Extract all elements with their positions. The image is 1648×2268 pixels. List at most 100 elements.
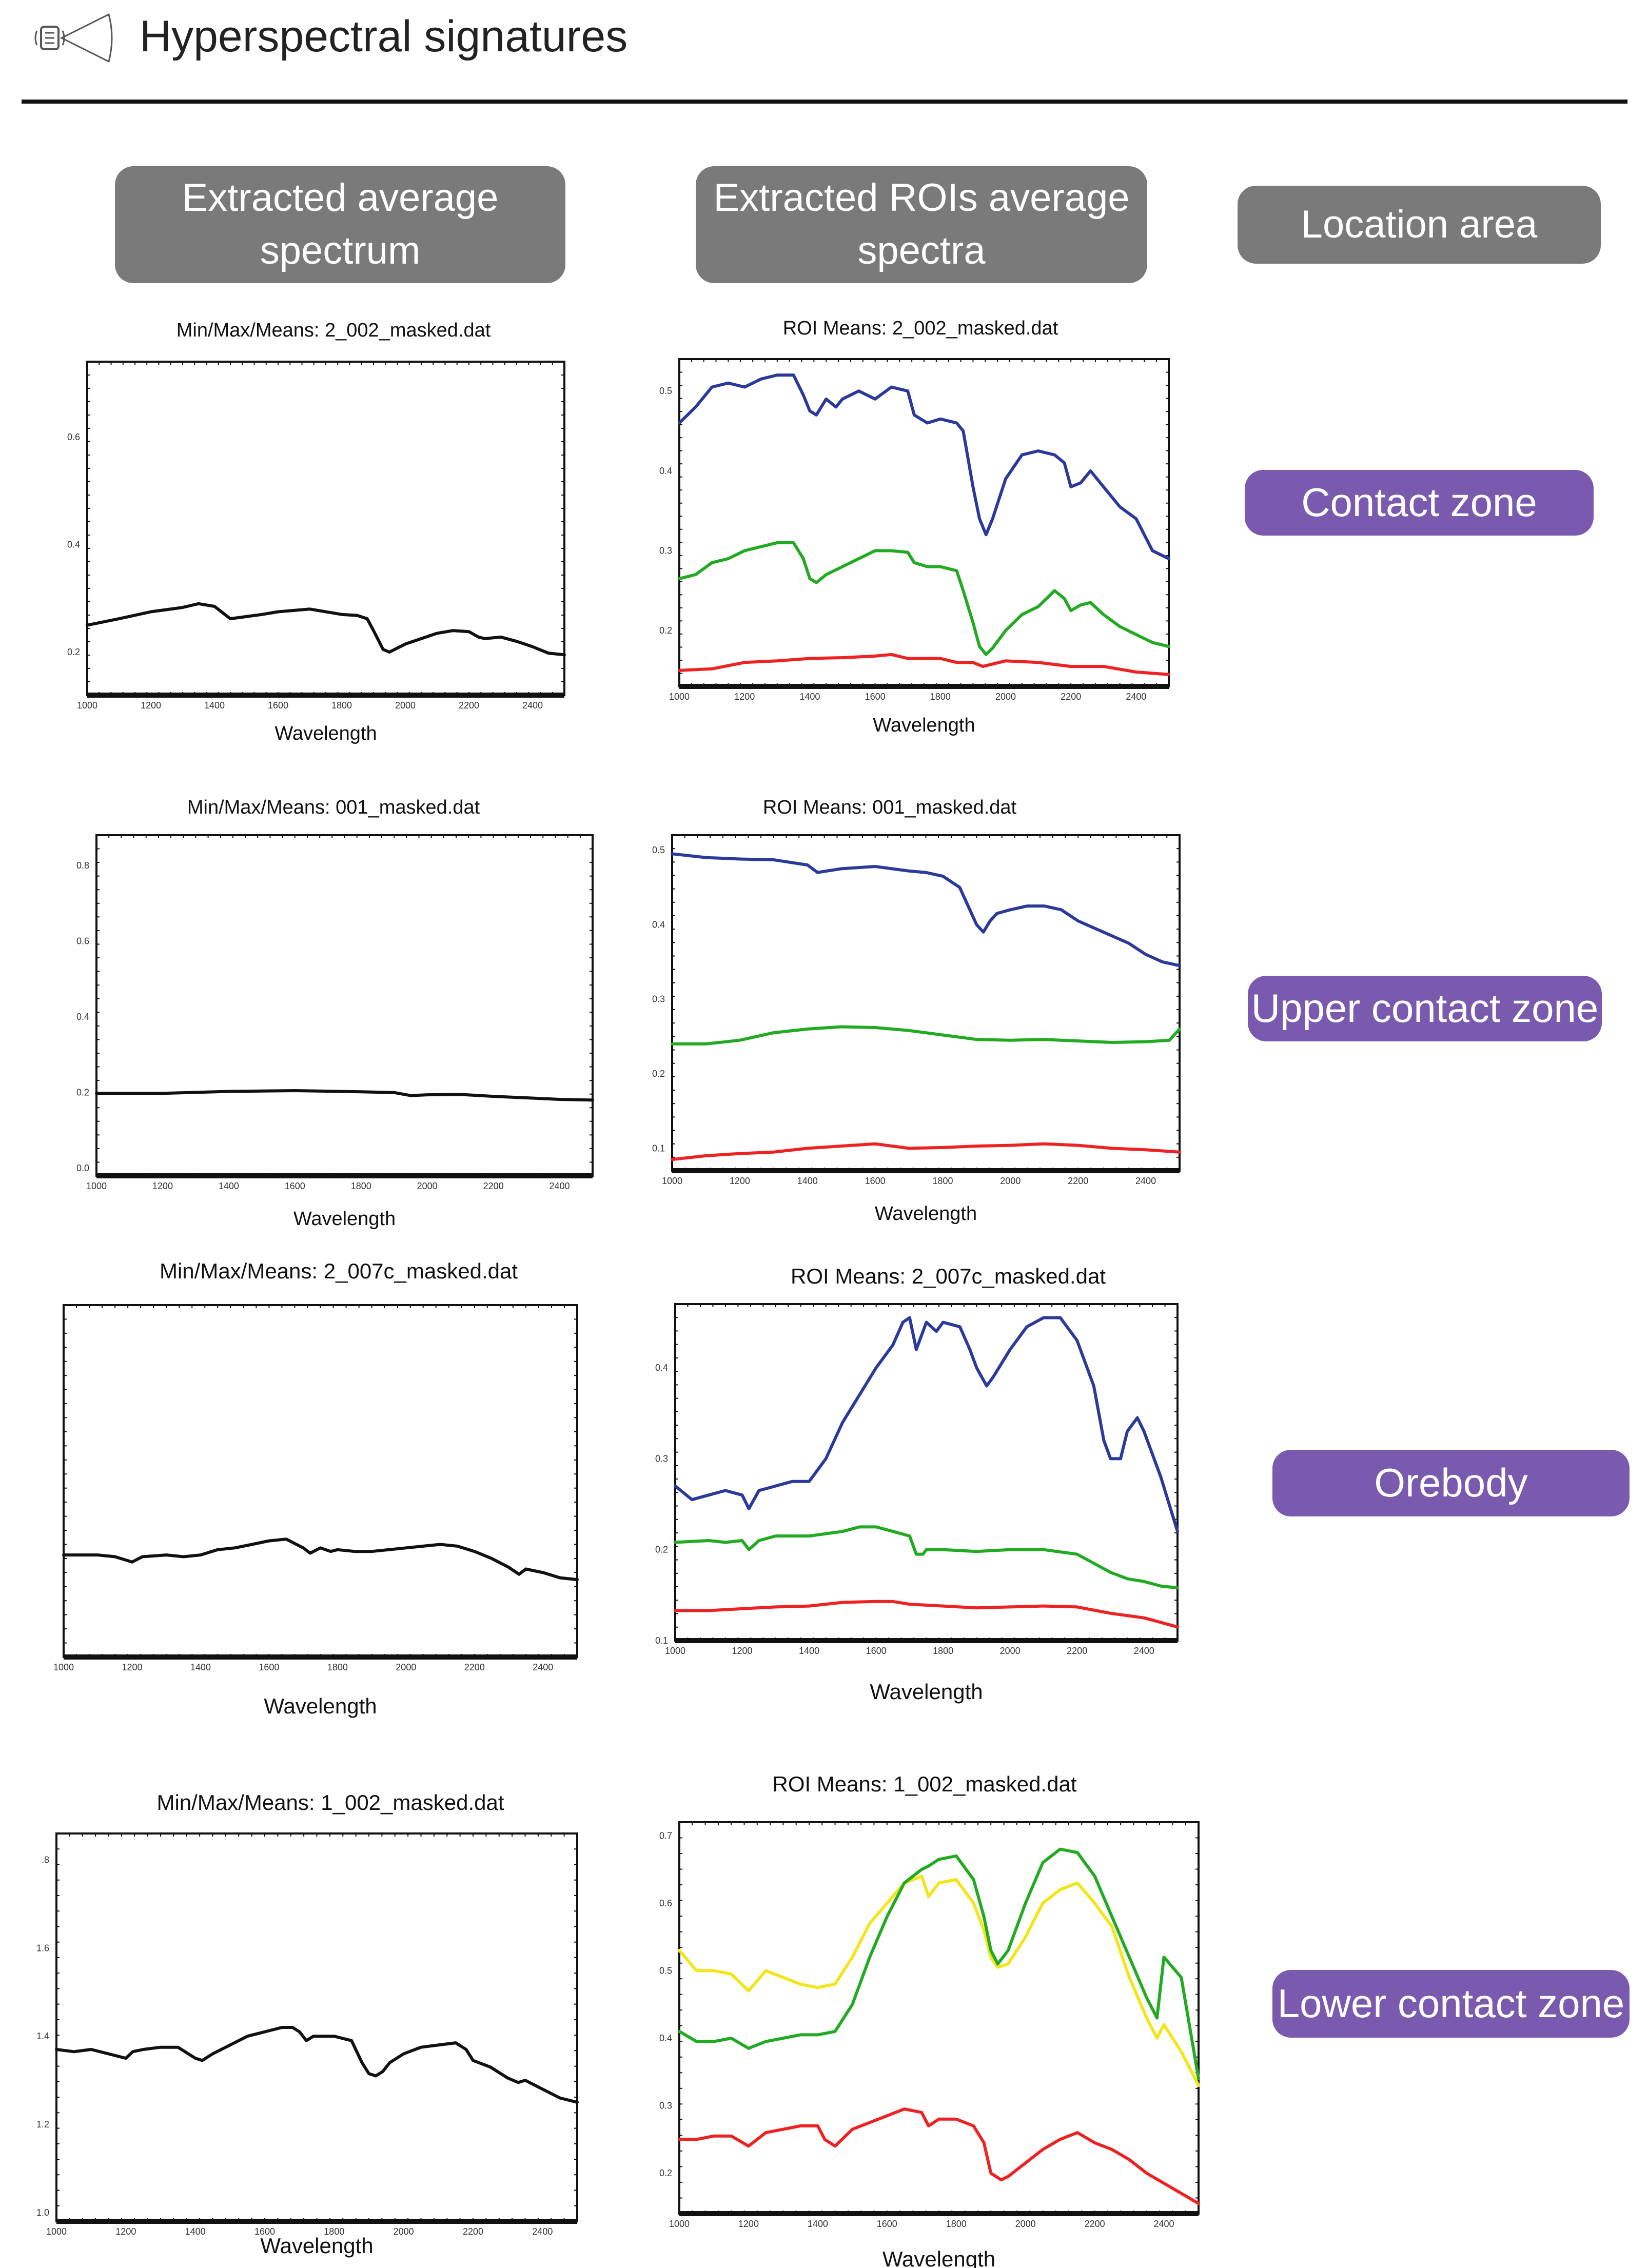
roi1-x-tick-label: 1200 [734, 692, 755, 702]
roi4-y-tick-label: 0.6 [659, 1898, 672, 1908]
zone-label-orebody: Orebody [1272, 1450, 1630, 1516]
avg2-y-tick-label: 0.8 [76, 860, 89, 871]
avg1-y-tick-label: 0.2 [67, 647, 80, 657]
chart-average-spectrum-2-002: Min/Max/Means: 2_002_masked.dat 1000 1200 1… [67, 320, 566, 744]
zone-label-lower-contact-zone: Lower contact zone [1272, 1970, 1630, 2038]
roi4-x-tick-label: 2400 [1154, 2219, 1174, 2229]
avg2-x-tick-label: 1200 [152, 1181, 173, 1191]
roi2-x-tick-label: 1200 [730, 1176, 750, 1186]
avg4-x-tick-label: 2200 [463, 2226, 483, 2237]
roi3-series-blue [674, 1316, 1179, 1533]
roi2-series-blue [671, 852, 1181, 968]
roi3-title: ROI Means: 2_007c_masked.dat [791, 1264, 1106, 1288]
roi4-x-tick-label: 1400 [808, 2219, 828, 2229]
avg3-x-tick-label: 1600 [259, 1662, 279, 1672]
avg1-x-tick-label: 2200 [459, 700, 479, 711]
avg4-title: Min/Max/Means: 1_002_masked.dat [156, 1790, 504, 1815]
roi2-x-axis-label: Wavelength [875, 1203, 977, 1225]
column-header-location-area: Location area [1238, 186, 1601, 264]
roi4-x-tick-label: 2000 [1015, 2219, 1036, 2229]
roi3-plot-area [674, 1303, 1179, 1642]
roi2-y-tick-label: 0.2 [652, 1069, 665, 1079]
avg1-x-tick-label: 2400 [522, 700, 543, 711]
roi4-x-tick-label: 1800 [946, 2219, 967, 2229]
roi3-x-axis-label: Wavelength [870, 1680, 983, 1704]
avg3-x-tick-label: 1400 [190, 1662, 211, 1672]
roi3-x-tick-label: 2000 [1000, 1646, 1021, 1656]
avg3-x-axis-label: Wavelength [264, 1694, 377, 1718]
roi3-x-tick-label: 1800 [933, 1646, 953, 1656]
zone-label-contact-zone: Contact zone [1245, 470, 1594, 536]
roi4-y-tick-label: 0.3 [659, 2101, 672, 2111]
avg4-x-tick-label: 2400 [532, 2226, 553, 2237]
roi4-y-tick-label: 0.4 [659, 2033, 672, 2043]
chart-roi-spectra-001: ROI Means: 001_masked.dat 1000 1200 1400 160… [652, 797, 1181, 1225]
roi4-x-tick-label: 1000 [669, 2219, 690, 2229]
roi3-x-tick-label: 1200 [732, 1646, 753, 1656]
avg3-x-tick-label: 1800 [327, 1662, 348, 1672]
roi1-y-tick-label: 0.3 [659, 545, 672, 556]
avg2-x-tick-label: 2000 [417, 1181, 438, 1191]
avg4-x-axis-label: Wavelength [260, 2234, 373, 2258]
avg2-y-tick-label: 0.6 [76, 936, 89, 946]
avg1-x-tick-label: 2000 [395, 700, 416, 711]
chart-roi-spectra-2-002: ROI Means: 2_002_masked.dat 1000 1200 1400 1… [659, 318, 1170, 736]
avg3-x-tick-label: 2200 [464, 1662, 485, 1672]
roi1-x-tick-label: 1800 [930, 692, 951, 702]
avg3-plot-area [63, 1304, 578, 1658]
avg1-x-axis-label: Wavelength [274, 723, 377, 744]
roi1-x-axis-label: Wavelength [873, 715, 975, 736]
avg2-x-tick-label: 1600 [285, 1181, 305, 1191]
roi1-x-axis [679, 684, 1169, 689]
chart-average-spectrum-1-002: Min/Max/Means: 1_002_masked.dat 1000 1200 1… [36, 1790, 579, 2258]
avg4-y-tick-label: 1.4 [36, 2031, 49, 2041]
roi4-y-tick-label: 0.2 [659, 2168, 672, 2178]
roi2-x-tick-label: 2000 [1000, 1176, 1021, 1186]
roi2-x-tick-label: 1600 [865, 1176, 886, 1186]
avg4-plot-area [55, 1832, 578, 2222]
roi2-y-tick-label: 0.3 [652, 994, 665, 1004]
avg3-x-tick-label: 1200 [122, 1662, 142, 1672]
roi1-x-tick-label: 2200 [1061, 692, 1081, 702]
roi4-series-red [678, 2107, 1200, 2205]
avg4-x-tick-label: 1200 [115, 2226, 136, 2237]
avg2-x-tick-label: 2400 [550, 1181, 570, 1191]
avg2-x-axis [96, 1173, 593, 1178]
avg3-x-tick-label: 2400 [533, 1662, 553, 1672]
zone-label-upper-contact-zone: Upper contact zone [1248, 976, 1602, 1041]
roi2-x-tick-label: 2400 [1135, 1176, 1156, 1186]
avg2-x-tick-label: 1800 [351, 1181, 371, 1191]
avg2-x-tick-label: 1000 [86, 1181, 107, 1191]
roi2-plot-area [671, 834, 1181, 1172]
avg4-y-tick-label: 1.6 [36, 1943, 49, 1953]
avg4-x-tick-label: 1000 [46, 2226, 67, 2237]
avg1-x-tick-label: 1200 [141, 700, 161, 711]
avg4-y-tick-label: 1.2 [36, 2119, 49, 2129]
roi1-x-tick-label: 1600 [865, 692, 886, 702]
avg1-series-mean [86, 602, 566, 657]
avg3-x-tick-label: 1000 [53, 1662, 74, 1672]
roi3-x-tick-label: 1400 [799, 1646, 819, 1656]
avg4-x-tick-label: 1600 [254, 2226, 275, 2237]
avg2-series-mean [95, 1089, 594, 1102]
chart-average-spectrum-001: Min/Max/Means: 001_masked.dat 1000 1200 140… [76, 797, 594, 1230]
roi2-series-red [671, 1142, 1181, 1161]
roi4-series-green [678, 1847, 1200, 2080]
roi3-y-tick-label: 0.4 [655, 1363, 668, 1373]
roi3-series-red [674, 1600, 1179, 1629]
roi4-x-tick-label: 1600 [877, 2219, 897, 2229]
avg2-title: Min/Max/Means: 001_masked.dat [187, 797, 480, 818]
roi1-x-tick-label: 2400 [1126, 692, 1146, 702]
avg1-x-tick-label: 1400 [204, 700, 225, 711]
roi2-x-tick-label: 2200 [1068, 1176, 1088, 1186]
roi4-y-tick-label: 0.5 [659, 1965, 672, 1976]
roi4-title: ROI Means: 1_002_masked.dat [772, 1772, 1076, 1796]
roi1-y-tick-label: 0.5 [659, 386, 672, 396]
avg4-y-tick-label: 1.0 [36, 2207, 49, 2218]
roi2-title: ROI Means: 001_masked.dat [763, 797, 1017, 818]
roi1-x-tick-label: 2000 [995, 692, 1016, 702]
roi2-y-tick-label: 0.5 [652, 845, 665, 855]
roi1-x-tick-label: 1400 [799, 692, 820, 702]
avg2-x-tick-label: 1400 [219, 1181, 239, 1191]
avg2-y-tick-label: 0.2 [76, 1088, 89, 1098]
